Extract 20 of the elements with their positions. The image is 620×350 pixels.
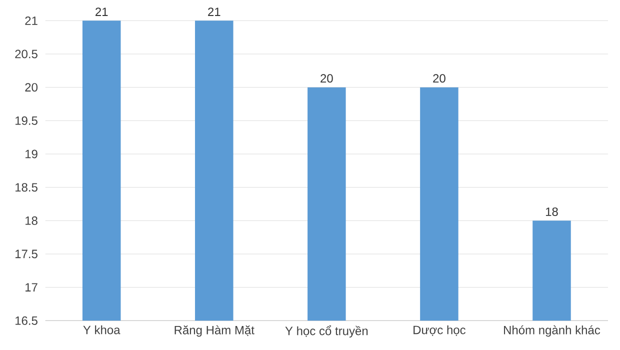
data-label: 20 xyxy=(320,74,333,83)
y-tick-label: 19 xyxy=(26,150,38,158)
y-tick-label: 20 xyxy=(25,83,38,92)
y-tick-label: 20.5 xyxy=(15,50,38,58)
x-tick-label: Nhóm ngành khác xyxy=(504,325,600,337)
data-label: 18 xyxy=(546,207,558,216)
data-label: 21 xyxy=(96,8,108,16)
y-tick-label: 17 xyxy=(26,283,38,292)
y-tick-label: 21 xyxy=(25,16,38,25)
x-tick-label: Dược học xyxy=(414,325,466,336)
x-tick-label: Y học cổ truyền xyxy=(285,325,368,338)
y-tick-label: 16.5 xyxy=(16,316,38,325)
data-label: 20 xyxy=(433,74,446,83)
y-tick-label: 17.5 xyxy=(16,250,38,258)
y-tick-label: 18.5 xyxy=(16,183,38,192)
data-label: 21 xyxy=(208,8,220,16)
x-tick-label: Răng Hàm Mặt xyxy=(174,325,254,337)
y-tick-label: 19.5 xyxy=(16,116,38,125)
x-tick-label: Y khoa xyxy=(83,325,120,334)
y-tick-label: 18 xyxy=(26,216,38,225)
